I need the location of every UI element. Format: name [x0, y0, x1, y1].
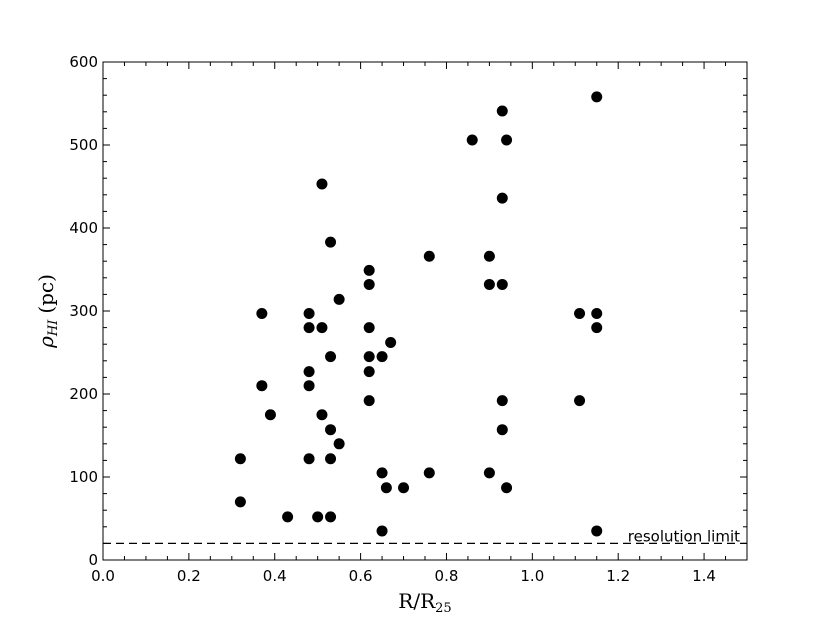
data-point [316, 322, 328, 334]
data-point [264, 409, 276, 421]
x-tick-label: 0.8 [435, 567, 459, 585]
x-tick-label: 0.4 [263, 567, 287, 585]
data-point [574, 395, 586, 407]
x-tick-label: 0.0 [91, 567, 115, 585]
y-tick-label: 300 [69, 302, 98, 320]
data-point [466, 134, 478, 146]
data-point [496, 192, 508, 204]
data-point [256, 380, 268, 392]
data-point [574, 307, 586, 319]
data-point [325, 236, 337, 248]
data-point [363, 264, 375, 276]
data-point [303, 322, 315, 334]
x-tick-label: 1.0 [520, 567, 544, 585]
data-point [376, 525, 388, 537]
data-point [423, 250, 435, 262]
x-axis-label-subscript: 25 [435, 601, 452, 616]
data-point [501, 134, 513, 146]
data-point [316, 409, 328, 421]
data-point [483, 250, 495, 262]
y-axis-label: ρHI (pc) [34, 274, 61, 349]
data-point [496, 395, 508, 407]
data-point [325, 453, 337, 465]
data-point [282, 511, 294, 523]
y-tick-label: 600 [69, 53, 98, 71]
data-point [303, 453, 315, 465]
y-tick-label: 0 [88, 551, 98, 569]
data-point [316, 178, 328, 190]
data-point [363, 322, 375, 334]
axis-ticks [102, 61, 748, 561]
x-tick-label: 0.6 [349, 567, 373, 585]
data-point [312, 511, 324, 523]
data-points [234, 91, 603, 537]
y-tick-labels: 0 100 200 300 400 500 600 [69, 53, 98, 569]
data-point [303, 307, 315, 319]
data-point [398, 482, 410, 494]
data-point [325, 351, 337, 363]
data-point [380, 482, 392, 494]
data-point [501, 482, 513, 494]
data-point [325, 511, 337, 523]
resolution-limit-label: resolution limit [628, 527, 740, 545]
data-point [333, 293, 345, 305]
data-point [363, 278, 375, 290]
data-point [376, 467, 388, 479]
data-point [591, 91, 603, 103]
data-point [591, 307, 603, 319]
x-tick-label: 1.2 [606, 567, 630, 585]
data-point [234, 496, 246, 508]
y-tick-label: 500 [69, 136, 98, 154]
y-tick-label: 400 [69, 219, 98, 237]
x-axis-label-main: R/R [398, 589, 436, 613]
data-point [591, 525, 603, 537]
data-point [325, 424, 337, 436]
data-point [333, 438, 345, 450]
data-point [483, 467, 495, 479]
data-point [496, 424, 508, 436]
data-point [591, 322, 603, 334]
x-tick-labels: 0.0 0.2 0.4 0.6 0.8 1.0 1.2 1.4 [91, 567, 716, 585]
data-point [483, 278, 495, 290]
x-tick-label: 1.4 [692, 567, 716, 585]
plot-frame [102, 61, 748, 561]
data-point [303, 380, 315, 392]
data-point [234, 453, 246, 465]
data-point [496, 105, 508, 117]
data-point [385, 337, 397, 349]
data-point [423, 467, 435, 479]
data-point [376, 351, 388, 363]
data-point [363, 395, 375, 407]
data-point [363, 366, 375, 378]
x-axis-label: R/R25 [398, 589, 451, 616]
data-point [363, 351, 375, 363]
y-tick-label: 200 [69, 385, 98, 403]
y-axis-label-subscript: HI [46, 319, 61, 337]
y-axis-label-symbol: ρ [34, 336, 58, 349]
data-point [303, 366, 315, 378]
y-axis-label-unit: (pc) [34, 274, 58, 314]
x-tick-label: 0.2 [177, 567, 201, 585]
data-point [496, 278, 508, 290]
data-point [256, 307, 268, 319]
y-tick-label: 100 [69, 468, 98, 486]
